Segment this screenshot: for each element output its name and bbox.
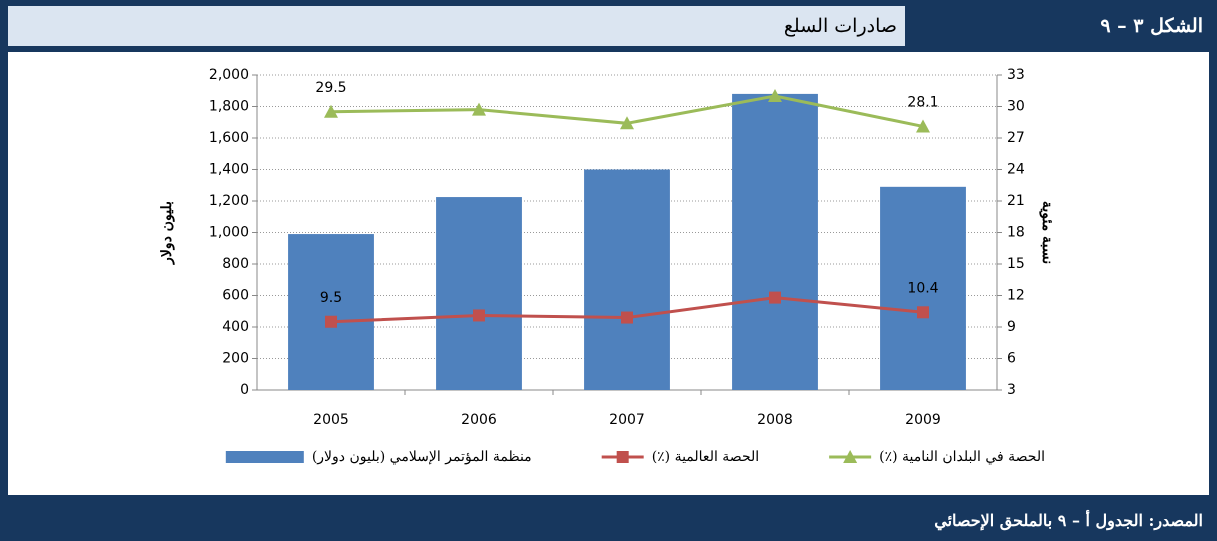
x-tick-label: 2007 bbox=[609, 412, 645, 428]
bar bbox=[288, 234, 374, 390]
data-label: 9.5 bbox=[320, 290, 342, 306]
bar bbox=[880, 186, 966, 390]
y2-axis-label: نسبة مئوية bbox=[1039, 201, 1055, 264]
bar bbox=[436, 197, 522, 390]
x-tick-label: 2008 bbox=[757, 412, 793, 428]
y-tick-label: 1,000 bbox=[209, 225, 249, 241]
marker bbox=[916, 119, 930, 133]
y-axis-label: بليون دولار bbox=[159, 201, 175, 265]
x-tick-label: 2006 bbox=[461, 412, 497, 428]
data-label: 29.5 bbox=[315, 80, 346, 96]
x-tick-label: 2005 bbox=[313, 412, 349, 428]
marker bbox=[917, 306, 929, 319]
legend-label: الحصة في البلدان النامية (٪) bbox=[879, 449, 1045, 465]
x-tick-label: 2009 bbox=[905, 412, 941, 428]
y-tick-label: 1,800 bbox=[209, 99, 249, 115]
bar bbox=[732, 93, 818, 391]
chart-area: 0 200 400 600 800 1,000 1,200 1,400 1,600 1,800 2,… bbox=[8, 52, 1209, 495]
y2-tick-label: 27 bbox=[1007, 130, 1025, 146]
data-label: 28.1 bbox=[907, 94, 938, 110]
y-tick-label: 1,600 bbox=[209, 130, 249, 146]
y-tick-label: 2,000 bbox=[209, 67, 249, 83]
legend-marker bbox=[616, 451, 629, 463]
legend-swatch bbox=[225, 451, 304, 463]
marker bbox=[620, 116, 634, 130]
chart: 0 200 400 600 800 1,000 1,200 1,400 1,600 1,800 2,… bbox=[159, 67, 1055, 465]
y2-tick-label: 24 bbox=[1007, 162, 1025, 178]
y2-tick-label: 18 bbox=[1007, 225, 1025, 241]
y2-tick-label: 30 bbox=[1007, 99, 1025, 115]
y2-tick-label: 15 bbox=[1007, 256, 1025, 272]
y-tick-label: 1,400 bbox=[209, 162, 249, 178]
bar bbox=[584, 169, 670, 390]
figure-number: الشكل ٣ – ٩ bbox=[1100, 15, 1203, 37]
marker bbox=[325, 315, 337, 328]
y2-tick-label: 9 bbox=[1007, 319, 1016, 335]
legend-label: الحصة العالمية (٪) bbox=[652, 449, 759, 465]
legend-marker bbox=[843, 450, 858, 463]
y2-tick-label: 12 bbox=[1007, 288, 1025, 304]
source-note: المصدر: الجدول أ – ٩ بالملحق الإحصائي bbox=[934, 511, 1203, 530]
y2-tick-label: 21 bbox=[1007, 193, 1025, 209]
data-label: 10.4 bbox=[907, 280, 938, 296]
y-tick-label: 400 bbox=[222, 319, 249, 335]
legend-label: منظمة المؤتمر الإسلامي (بليون دولار) bbox=[312, 449, 532, 465]
marker bbox=[473, 309, 485, 322]
y2-tick-label: 33 bbox=[1007, 67, 1025, 83]
marker bbox=[472, 102, 486, 116]
y2-tick-label: 6 bbox=[1007, 351, 1016, 367]
y-tick-label: 1,200 bbox=[209, 193, 249, 209]
figure-title: صادرات السلع bbox=[8, 6, 905, 46]
y-tick-label: 200 bbox=[222, 351, 249, 367]
y-tick-label: 800 bbox=[222, 256, 249, 272]
marker bbox=[769, 291, 781, 304]
y-tick-label: 0 bbox=[240, 382, 249, 398]
marker bbox=[324, 104, 338, 118]
marker bbox=[768, 89, 782, 102]
y2-tick-label: 3 bbox=[1007, 382, 1016, 398]
marker bbox=[621, 311, 633, 324]
y-tick-label: 600 bbox=[222, 288, 249, 304]
